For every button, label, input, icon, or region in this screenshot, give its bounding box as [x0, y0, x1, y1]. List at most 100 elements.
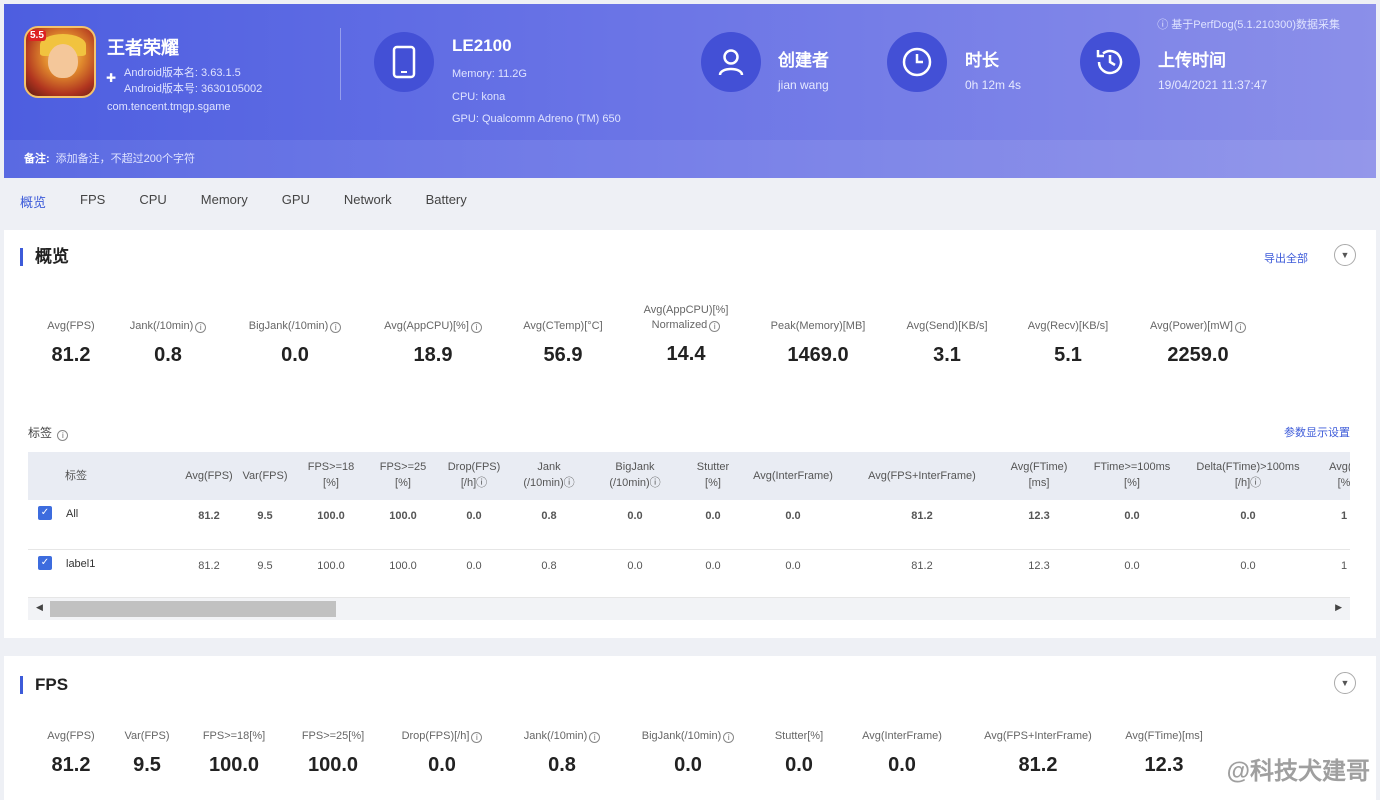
metric-value: 2259.0: [1167, 344, 1229, 366]
overview-metric: Jank(/10min) i 0.8: [88, 319, 248, 367]
row-checkbox[interactable]: ✓: [38, 556, 52, 570]
metric-label: Jank(/10min) i: [492, 729, 632, 744]
tab-memory[interactable]: Memory: [200, 192, 248, 207]
tab-cpu[interactable]: CPU: [139, 192, 167, 207]
metric-label: Peak(Memory)[MB]: [770, 320, 866, 332]
table-cell: 81.2: [911, 560, 933, 572]
table-cell: 100.0: [317, 560, 345, 572]
tab-gpu[interactable]: GPU: [281, 192, 310, 207]
table-cell: 100.0: [317, 510, 345, 522]
param-display-settings-link[interactable]: 参数显示设置: [1284, 427, 1350, 439]
table-horizontal-scrollbar[interactable]: ◀ ▶: [28, 598, 1350, 620]
table-column-header: BigJank (/10min)ⓘ: [609, 461, 661, 489]
metric-value: 56.9: [543, 344, 583, 366]
table-cell: 12.3: [1028, 510, 1050, 522]
row-checkbox[interactable]: ✓: [38, 506, 52, 520]
remark-field[interactable]: 备注: 添加备注，不超过200个字符: [24, 150, 195, 166]
metric-label: FPS>=18[%]: [202, 730, 266, 742]
duration-title: 时长: [965, 51, 999, 70]
tag-label-text: 标签: [28, 426, 53, 440]
fps-section-title: FPS: [20, 676, 68, 694]
metric-value: 0.0: [785, 754, 813, 776]
device-gpu: GPU: Qualcomm Adreno (TM) 650: [452, 113, 621, 125]
info-icon[interactable]: i: [195, 322, 207, 333]
table-column-header: FTime>=100ms [%]: [1093, 461, 1171, 489]
app-name: 王者荣耀: [107, 38, 179, 58]
metric-value: 18.9: [413, 344, 453, 366]
collapse-overview-button[interactable]: ▼: [1334, 244, 1356, 266]
metric-label: Avg(FPS): [47, 320, 95, 332]
table-cell: 0.8: [541, 510, 557, 522]
table-column-header: Avg(InterFrame): [753, 470, 833, 482]
table-column-header: Avg(FPS+InterFrame): [868, 470, 976, 482]
metric-label: Avg(FPS+InterFrame): [984, 730, 1092, 742]
remark-placeholder: 添加备注，不超过200个字符: [55, 153, 196, 165]
creator-title: 创建者: [778, 51, 829, 70]
app-package: com.tencent.tmgp.sgame: [107, 101, 231, 113]
table-column-header: Drop(FPS) [/h]ⓘ: [447, 461, 501, 489]
metric-value: 100.0: [208, 754, 260, 776]
info-icon[interactable]: i: [57, 430, 69, 441]
remark-bar[interactable]: [4, 140, 1376, 178]
info-icon[interactable]: i: [330, 322, 342, 333]
overview-metric: Avg(FPS) 81.2: [0, 319, 151, 367]
tab-overview[interactable]: 概览: [20, 195, 47, 210]
overview-metric: Avg(Recv)[KB/s] 5.1: [988, 319, 1148, 367]
history-icon: [1080, 32, 1140, 92]
tag-label: 标签 i: [28, 424, 69, 441]
metric-value: 5.1: [1054, 344, 1082, 366]
table-cell: 81.2: [198, 510, 220, 522]
info-icon[interactable]: i: [589, 732, 601, 743]
row-label: All: [66, 508, 79, 520]
overview-metric: Avg(Power)[mW] i 2259.0: [1118, 319, 1278, 367]
metric-label: Var(FPS): [124, 730, 170, 742]
table-column-header: FPS>=18 [%]: [307, 461, 355, 489]
creator-name: jian wang: [778, 78, 829, 92]
app-icon-badge: 5.5: [28, 30, 46, 41]
metric-label: FPS>=25[%]: [301, 730, 365, 742]
table-cell: 0.0: [1240, 510, 1256, 522]
fps-metric: Drop(FPS)[/h] i 0.0: [372, 729, 512, 777]
fps-metric: FPS>=25[%] 100.0: [263, 729, 403, 777]
overview-metric: Peak(Memory)[MB] 1469.0: [738, 319, 898, 367]
info-icon[interactable]: i: [1234, 322, 1246, 333]
fps-metric: Var(FPS) 9.5: [77, 729, 217, 777]
metric-label: Stutter[%]: [774, 730, 824, 742]
metric-value: 3.1: [933, 344, 961, 366]
overview-metric: Avg(AppCPU)[%] Normalized i 14.4: [606, 303, 766, 366]
fps-metric: Avg(FPS+InterFrame) 81.2: [968, 729, 1108, 777]
report-header: 5.5 王者荣耀 Android版本名: 3.63.1.5 ✚ Android版…: [4, 4, 1376, 178]
tab-fps[interactable]: FPS: [80, 192, 106, 207]
overview-metric: BigJank(/10min) i 0.0: [215, 319, 375, 367]
table-cell: 0.0: [466, 510, 482, 522]
fps-metric: Jank(/10min) i 0.8: [492, 729, 632, 777]
info-icon[interactable]: i: [470, 322, 482, 333]
tab-battery[interactable]: Battery: [425, 192, 467, 207]
info-icon[interactable]: i: [723, 732, 735, 743]
scroll-thumb[interactable]: [50, 601, 336, 617]
overview-metric: Avg(Send)[KB/s] 3.1: [867, 319, 1027, 367]
info-icon[interactable]: i: [471, 732, 483, 743]
tab-network[interactable]: Network: [343, 192, 392, 207]
metric-value: 0.0: [428, 754, 456, 776]
device-cpu: CPU: kona: [452, 91, 506, 103]
table-cell: 81.2: [198, 560, 220, 572]
fps-metric: FPS>=18[%] 100.0: [164, 729, 304, 777]
duration-value: 0h 12m 4s: [965, 78, 1022, 92]
metric-label: BigJank(/10min) i: [215, 319, 375, 334]
fps-metric: Avg(InterFrame) 0.0: [832, 729, 972, 777]
export-all-link[interactable]: 导出全部: [1264, 253, 1308, 265]
table-row: [28, 550, 1350, 598]
scroll-right-icon[interactable]: ▶: [1335, 602, 1342, 612]
metric-label: Drop(FPS)[/h] i: [372, 729, 512, 744]
collapse-fps-button[interactable]: ▼: [1334, 672, 1356, 694]
metric-label: Avg(FTime)[ms]: [1125, 730, 1203, 742]
scroll-left-icon[interactable]: ◀: [36, 602, 43, 612]
metric-value: 100.0: [307, 754, 359, 776]
table-cell: 0.0: [1240, 560, 1256, 572]
info-icon[interactable]: i: [709, 321, 721, 332]
table-cell: 0.0: [466, 560, 482, 572]
table-column-header: FPS>=25 [%]: [379, 461, 427, 489]
table-cell: 9.5: [257, 560, 273, 572]
table-cell: 0.0: [627, 510, 643, 522]
